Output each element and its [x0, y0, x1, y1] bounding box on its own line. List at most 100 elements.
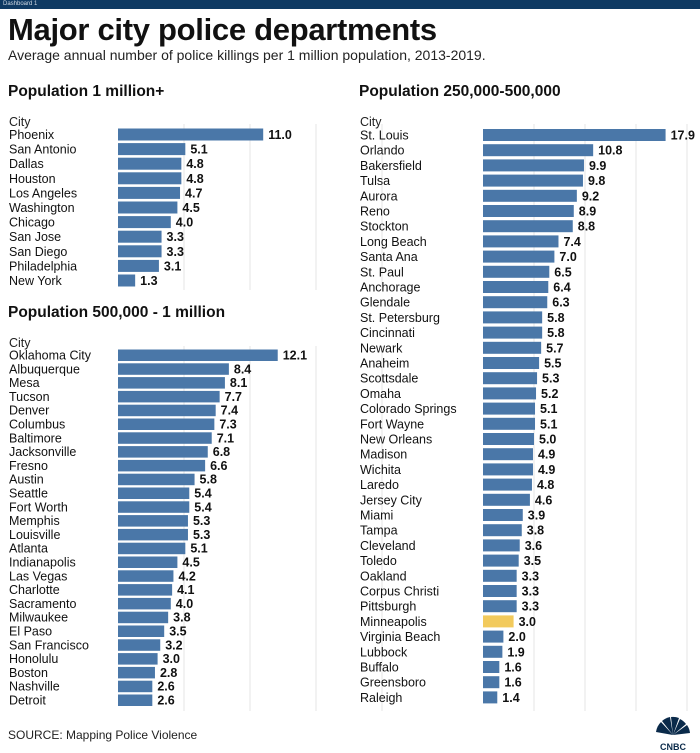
p2-value-label: 3.5: [169, 625, 186, 639]
p2-bar: [118, 556, 178, 568]
p2-bar: [118, 390, 220, 403]
p3-city-label: Corpus Christi: [360, 585, 439, 599]
p2-city-label: Seattle: [9, 487, 48, 501]
p3-value-label: 5.1: [540, 402, 557, 416]
p2-bar: [118, 653, 158, 665]
p3-value-label: 7.0: [559, 250, 576, 264]
p3-city-label: Reno: [360, 205, 390, 219]
p1-bar: [118, 157, 182, 170]
p2-city-label: Columbus: [9, 418, 65, 432]
p3-bar: [483, 296, 548, 309]
chart-subtitle: Average annual number of police killings…: [8, 47, 486, 63]
p1-bar: [118, 186, 181, 199]
p2-city-label: Fresno: [9, 459, 48, 473]
p2-bar: [118, 584, 173, 596]
p3-bar: [483, 417, 536, 430]
p3-bar: [483, 265, 550, 278]
p3-city-label: Bakersfield: [360, 159, 422, 173]
p2-value-label: 5.4: [194, 487, 211, 501]
p1-axis-label: City: [9, 115, 31, 129]
p2-city-label: Mesa: [9, 376, 40, 390]
p2-city-label: Louisville: [9, 528, 60, 542]
p3-bar: [483, 189, 577, 202]
p3-city-label: Colorado Springs: [360, 402, 457, 416]
p2-city-label: Memphis: [9, 514, 60, 528]
p1-value-label: 1.3: [140, 274, 157, 288]
p2-city-label: Indianapolis: [9, 556, 76, 570]
p2-city-label: Tucson: [9, 390, 50, 404]
p3-bar: [483, 509, 523, 521]
p3-city-label: Wichita: [360, 463, 401, 477]
p2-value-label: 4.2: [178, 569, 195, 583]
p2-value-label: 4.5: [182, 556, 199, 570]
p3-value-label: 3.3: [522, 585, 539, 599]
p2-city-label: Detroit: [9, 694, 46, 708]
p3-value-label: 1.4: [502, 691, 519, 705]
p3-city-label: Pittsburgh: [360, 600, 416, 614]
p1-value-label: 3.3: [167, 245, 184, 259]
p2-city-label: El Paso: [9, 625, 52, 639]
p3-city-label: Madison: [360, 448, 407, 462]
logo-wordmark: CNBC: [660, 742, 686, 752]
p2-bar: [118, 487, 190, 499]
p2-value-label: 7.7: [225, 390, 242, 404]
p3-value-label: 2.0: [508, 630, 525, 644]
p1-value-label: 4.5: [182, 201, 199, 215]
p2-bar: [118, 611, 169, 624]
p3-bar: [483, 524, 522, 537]
p2-value-label: 7.4: [221, 404, 238, 418]
p1-value-label: 4.8: [186, 157, 203, 171]
p2-city-label: Albuquerque: [9, 362, 80, 376]
p2-bar: [118, 625, 165, 637]
p3-bar: [483, 569, 517, 582]
p1-value-label: 4.0: [176, 216, 193, 230]
p3-value-label: 3.9: [528, 509, 545, 523]
p1-city-label: San Antonio: [9, 143, 76, 157]
p2-value-label: 3.0: [163, 652, 180, 666]
p3-bar: [483, 600, 517, 613]
p1-bar: [118, 245, 162, 258]
p3-bar: [483, 341, 542, 354]
p1-city-label: Phoenix: [9, 128, 55, 142]
dashboard-tab-label[interactable]: Dashboard 1: [3, 1, 38, 7]
p1-value-label: 3.1: [164, 259, 181, 273]
p3-bar: [483, 539, 520, 552]
p3-bar: [483, 205, 574, 217]
p3-value-label: 5.5: [544, 357, 561, 371]
p3-bar: [483, 402, 536, 415]
p3-city-label: Anaheim: [360, 357, 409, 371]
p2-bar: [118, 528, 188, 541]
p1-city-label: Los Angeles: [9, 186, 77, 200]
p2-value-label: 4.0: [176, 597, 193, 611]
p3-city-label: Tulsa: [360, 174, 390, 188]
p2-city-label: Sacramento: [9, 597, 76, 611]
p3-city-label: Long Beach: [360, 235, 427, 249]
p2-city-label: Boston: [9, 666, 48, 680]
p1-bar: [118, 172, 182, 185]
p3-value-label: 8.9: [579, 205, 596, 219]
p2-city-label: Charlotte: [9, 583, 60, 597]
p3-bar: [483, 326, 543, 339]
p3-value-label: 4.6: [535, 493, 552, 507]
p3-value-label: 4.9: [538, 463, 555, 477]
p2-value-label: 2.6: [157, 694, 174, 708]
p3-city-label: Stockton: [360, 220, 409, 234]
p2-bar: [118, 418, 215, 430]
p3-city-label: Glendale: [360, 296, 410, 310]
p3-value-label: 4.9: [538, 448, 555, 462]
p3-city-label: Santa Ana: [360, 250, 418, 264]
p3-bar: [483, 235, 559, 248]
p3-city-label: Newark: [360, 341, 403, 355]
p3-bar: [483, 174, 583, 187]
p1-bar: [118, 128, 264, 141]
p3-value-label: 6.5: [554, 265, 571, 279]
p3-bar: [483, 493, 530, 506]
p2-value-label: 3.2: [165, 638, 182, 652]
p3-value-label: 4.8: [537, 478, 554, 492]
p3-bar: [483, 372, 538, 385]
p2-value-label: 8.4: [234, 362, 251, 376]
p3-value-label: 5.0: [539, 433, 556, 447]
p1-city-label: San Jose: [9, 230, 61, 244]
